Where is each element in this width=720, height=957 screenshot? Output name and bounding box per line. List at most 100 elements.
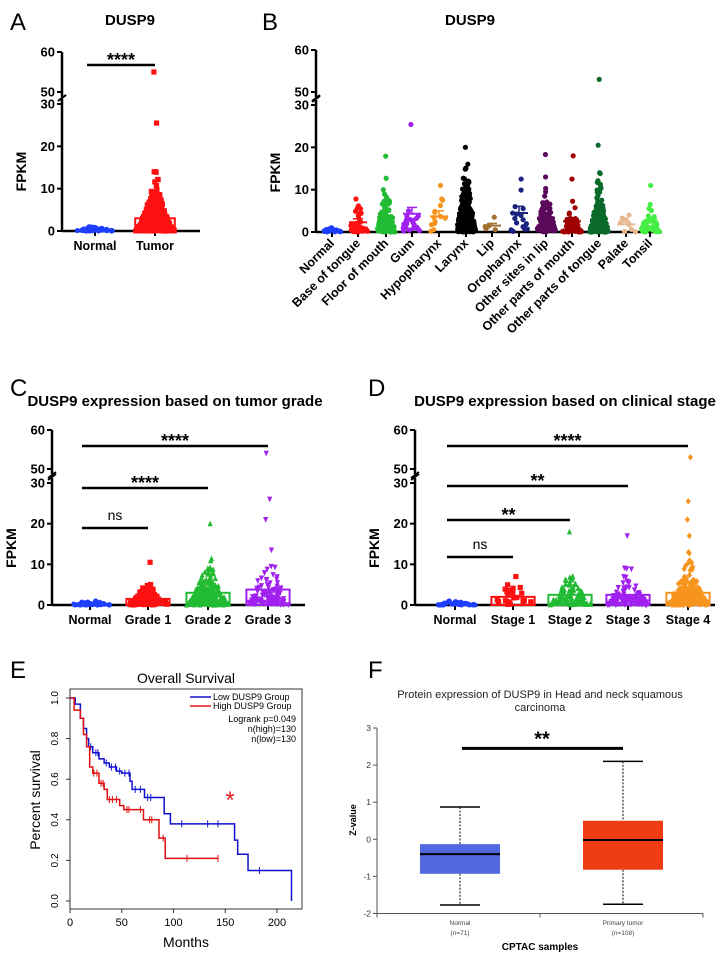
y-tick-label: 10 xyxy=(31,557,45,572)
panel-label: A xyxy=(10,9,26,36)
data-point xyxy=(492,227,498,233)
data-point xyxy=(570,153,576,159)
data-point xyxy=(465,161,471,167)
data-point xyxy=(355,213,361,219)
data-point xyxy=(566,587,572,594)
data-point xyxy=(463,227,469,234)
x-tick-sublabel: (n=71) xyxy=(451,930,470,937)
data-point xyxy=(437,182,444,189)
data-point xyxy=(143,218,149,224)
data-point xyxy=(264,566,270,573)
data-point xyxy=(581,600,587,607)
group-points xyxy=(508,176,530,234)
data-point xyxy=(200,584,206,590)
data-point xyxy=(251,601,258,608)
data-point xyxy=(108,228,115,234)
group-points xyxy=(455,144,479,235)
data-point xyxy=(573,580,579,587)
data-point xyxy=(217,595,223,602)
data-point xyxy=(268,563,274,570)
data-point xyxy=(89,602,95,608)
data-point xyxy=(539,220,545,226)
data-point xyxy=(130,599,136,605)
data-point xyxy=(209,582,215,589)
data-point xyxy=(144,202,150,208)
data-point xyxy=(674,601,680,609)
significance-label: **** xyxy=(161,431,189,451)
data-point xyxy=(205,578,211,585)
data-point xyxy=(92,224,98,231)
data-point xyxy=(633,583,639,590)
data-point xyxy=(410,225,417,231)
y-axis-label: FPKM xyxy=(3,528,19,568)
significance-label: ** xyxy=(534,728,550,750)
data-point xyxy=(165,226,171,232)
data-point xyxy=(389,229,396,235)
data-point xyxy=(258,597,264,604)
data-point xyxy=(510,585,516,591)
data-point xyxy=(268,547,274,554)
panel-d: DUSP9 expression based on clinical stage… xyxy=(366,393,716,627)
data-point xyxy=(160,209,166,215)
data-point xyxy=(217,589,223,596)
data-point xyxy=(384,195,390,202)
y-tick-label: 0.8 xyxy=(50,731,61,745)
data-point xyxy=(631,587,638,594)
data-point xyxy=(280,598,287,605)
chart-title: Protein expression of DUSP9 in Head and … xyxy=(397,689,683,701)
data-point xyxy=(212,582,219,588)
data-point xyxy=(536,226,542,232)
data-point xyxy=(253,593,259,600)
data-point xyxy=(142,600,149,606)
axis-break xyxy=(311,94,321,102)
data-point xyxy=(522,226,528,232)
group-points xyxy=(665,454,711,609)
data-point xyxy=(75,602,81,608)
data-point xyxy=(206,589,212,595)
data-point xyxy=(683,578,689,585)
panel-label: D xyxy=(368,375,385,402)
data-point xyxy=(694,585,700,592)
data-point xyxy=(192,599,198,605)
data-point xyxy=(681,587,688,595)
data-point xyxy=(146,587,153,593)
data-point xyxy=(595,193,601,199)
data-point xyxy=(507,587,513,594)
data-point xyxy=(104,226,110,232)
data-point xyxy=(459,219,465,225)
data-point xyxy=(383,153,389,159)
group-points xyxy=(125,559,171,608)
chart-title: DUSP9 expression based on clinical stage xyxy=(414,393,716,410)
data-point xyxy=(363,227,369,233)
annotation: n(low)=130 xyxy=(251,734,296,744)
data-point xyxy=(681,600,687,607)
data-point xyxy=(472,602,478,608)
data-point xyxy=(542,151,549,158)
y-tick-label: 3 xyxy=(366,723,371,733)
data-point xyxy=(690,583,696,590)
data-point xyxy=(138,221,145,227)
data-point xyxy=(595,229,601,235)
x-tick-label: Tumor xyxy=(136,239,174,253)
data-point xyxy=(668,599,674,607)
group-points xyxy=(133,69,177,234)
data-point xyxy=(588,224,594,230)
axis-break xyxy=(410,471,420,479)
data-point xyxy=(220,601,226,608)
data-point xyxy=(200,587,206,594)
data-point xyxy=(621,585,627,592)
data-point xyxy=(379,201,385,207)
data-point xyxy=(151,596,157,602)
group-points xyxy=(534,151,558,235)
data-point xyxy=(99,227,106,233)
data-point xyxy=(678,584,684,591)
y-tick-label: 20 xyxy=(41,139,55,154)
data-point xyxy=(632,229,638,235)
y-tick-label: 50 xyxy=(41,85,55,100)
data-point xyxy=(466,194,472,200)
data-point xyxy=(207,520,213,527)
data-point xyxy=(605,602,611,609)
data-point xyxy=(584,601,590,607)
data-point xyxy=(552,228,558,234)
y-axis-label: FPKM xyxy=(13,152,29,192)
